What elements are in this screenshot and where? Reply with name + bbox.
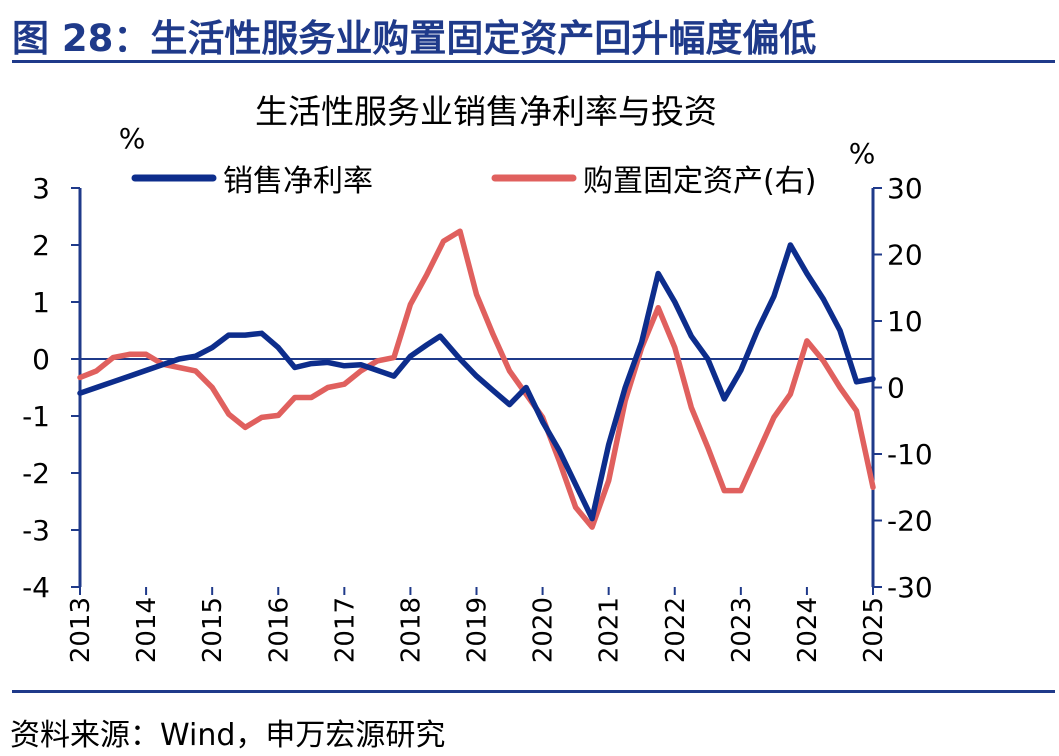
left-tick-label: 0 [32, 343, 50, 376]
x-tick-label: 2013 [66, 597, 96, 663]
legend-label-margin: 销售净利率 [223, 164, 373, 199]
right-tick-label: -10 [887, 438, 933, 471]
source-note: 资料来源：Wind，申万宏源研究 [10, 718, 446, 753]
left-tick-label: -3 [22, 514, 50, 547]
right-tick-label: -20 [887, 505, 933, 538]
left-tick-label: -1 [22, 400, 50, 433]
right-tick-label: 0 [887, 372, 905, 405]
right-tick-label: 20 [887, 239, 923, 272]
left-tick-label: 3 [32, 172, 50, 205]
figure-title: 图 28：生活性服务业购置固定资产回升幅度偏低 [12, 17, 817, 60]
x-tick-label: 2016 [264, 597, 294, 663]
series-line-capex [77, 228, 876, 530]
x-tick-label: 2014 [132, 597, 162, 663]
left-axis-unit: % [119, 122, 146, 155]
series-line-net-margin [77, 242, 876, 522]
legend-label-capex: 购置固定资产(右) [583, 164, 816, 199]
left-tick-label: 2 [32, 229, 50, 262]
x-tick-label: 2018 [396, 597, 426, 663]
x-tick-label: 2021 [595, 597, 625, 663]
x-tick-label: 2017 [330, 597, 360, 663]
footer-rule [12, 690, 1055, 693]
x-tick-label: 2019 [463, 597, 493, 663]
right-axis-unit: % [849, 137, 876, 170]
chart-title: 生活性服务业销售净利率与投资 [255, 92, 717, 131]
right-tick-label: 30 [887, 172, 923, 205]
left-tick-label: -4 [22, 571, 50, 604]
x-tick-label: 2023 [727, 597, 757, 663]
line-chart: 生活性服务业销售净利率与投资 % % 销售净利率 购置固定资产(右) 3210-… [22, 92, 933, 663]
right-tick-label: 10 [887, 305, 923, 338]
right-tick-label: -30 [887, 571, 933, 604]
x-tick-label: 2025 [859, 597, 889, 663]
x-tick-label: 2022 [661, 597, 691, 663]
x-tick-label: 2024 [793, 597, 823, 663]
x-tick-label: 2015 [198, 597, 228, 663]
title-rule [12, 60, 1055, 63]
legend: 销售净利率 购置固定资产(右) [131, 164, 816, 199]
left-tick-label: -2 [22, 457, 50, 490]
left-tick-label: 1 [32, 286, 50, 319]
series-layer [77, 228, 876, 530]
x-tick-label: 2020 [529, 597, 559, 663]
